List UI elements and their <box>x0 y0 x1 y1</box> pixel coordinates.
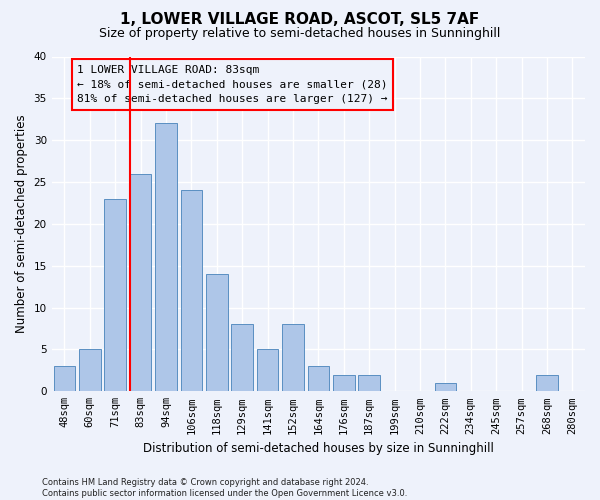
Text: 1 LOWER VILLAGE ROAD: 83sqm
← 18% of semi-detached houses are smaller (28)
81% o: 1 LOWER VILLAGE ROAD: 83sqm ← 18% of sem… <box>77 65 388 104</box>
Bar <box>206 274 227 392</box>
Text: Size of property relative to semi-detached houses in Sunninghill: Size of property relative to semi-detach… <box>100 28 500 40</box>
Bar <box>53 366 75 392</box>
Bar <box>104 199 126 392</box>
Bar <box>257 350 278 392</box>
Bar <box>181 190 202 392</box>
X-axis label: Distribution of semi-detached houses by size in Sunninghill: Distribution of semi-detached houses by … <box>143 442 494 455</box>
Bar <box>308 366 329 392</box>
Bar <box>536 374 557 392</box>
Text: 1, LOWER VILLAGE ROAD, ASCOT, SL5 7AF: 1, LOWER VILLAGE ROAD, ASCOT, SL5 7AF <box>121 12 479 28</box>
Bar <box>232 324 253 392</box>
Bar <box>333 374 355 392</box>
Bar <box>358 374 380 392</box>
Bar <box>79 350 101 392</box>
Y-axis label: Number of semi-detached properties: Number of semi-detached properties <box>15 114 28 333</box>
Bar <box>155 124 177 392</box>
Text: Contains HM Land Registry data © Crown copyright and database right 2024.
Contai: Contains HM Land Registry data © Crown c… <box>42 478 407 498</box>
Bar <box>434 383 456 392</box>
Bar <box>282 324 304 392</box>
Bar <box>130 174 151 392</box>
